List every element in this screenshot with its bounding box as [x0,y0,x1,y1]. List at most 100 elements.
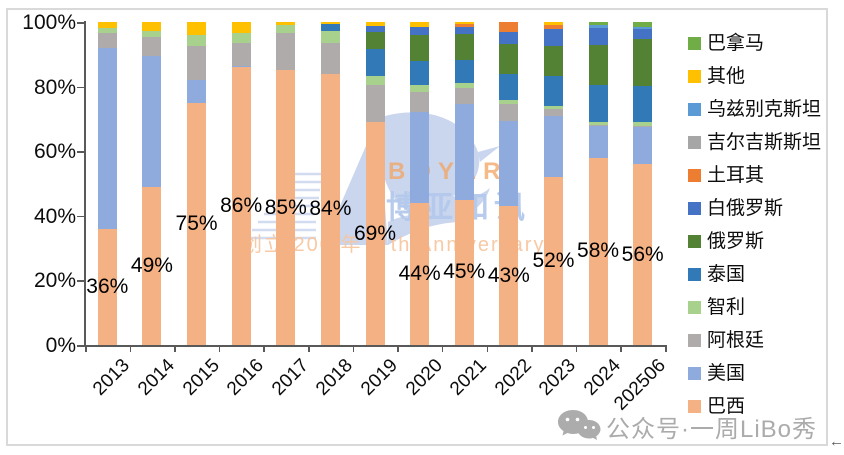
legend-label: 泰国 [707,264,746,285]
legend-swatch-icon [688,202,701,215]
bar-segment-巴西 [142,186,162,345]
bar-segment-其他 [231,22,251,33]
bar-segment-智利 [276,25,296,34]
bar-segment-美国 [97,47,117,229]
legend-item-巴拿马[interactable]: 巴拿马 [688,34,821,53]
y-axis-tick-label: 60% [33,140,76,164]
x-axis-tick [531,345,533,352]
bar-segment-巴西 [454,199,474,345]
bar-segment-泰国 [543,75,563,106]
chart-legend: 巴拿马其他乌兹别克斯坦 吉尔吉斯斯坦 土耳其白俄罗斯俄罗斯泰国智利阿根廷美国巴西 [688,34,821,430]
y-axis-tick-label: 40% [33,204,76,228]
bar-segment-俄罗斯 [588,44,608,86]
bar-segment-智利 [410,84,430,93]
legend-swatch-icon [688,235,701,248]
bar-segment-其他 [454,22,474,24]
legend-swatch-icon [688,169,701,182]
bar-segment-其他 [543,22,563,26]
bar-data-label: 36% [86,274,129,298]
x-axis-tick [352,345,355,352]
y-axis-tick-label: 0% [45,334,76,357]
bar-data-label: 58% [577,239,620,263]
bar-segment-阿根廷 [320,42,340,74]
wechat-watermark: 公众号·一周LiBo秀 [556,406,817,446]
bar-segment-其他 [142,22,162,31]
bar-segment-土耳其 [543,25,563,30]
bar-segment-泰国 [365,49,385,77]
bar-segment-阿根廷 [499,104,519,121]
bar-segment-土耳其 [454,23,474,27]
bar-segment-美国 [231,65,251,68]
bar-segment-巴西 [365,122,385,345]
wechat-watermark-text: 公众号·一周LiBo秀 [606,415,818,443]
bar-segment-阿根廷 [454,87,474,105]
bar-segment-美国 [187,80,207,103]
x-axis-tick [85,345,87,352]
legend-swatch-icon [688,70,701,83]
y-axis-tick [77,280,85,282]
legend-item-阿根廷[interactable]: 阿根廷 [688,331,821,350]
bar-data-label: 44% [398,261,441,285]
bar-segment-智利 [320,30,340,43]
bar-segment-其他 [97,22,117,29]
bar-segment-泰国 [588,85,608,123]
bar-segment-乌兹别克斯坦 [633,26,653,30]
legend-swatch-icon [688,103,701,116]
legend-item-土耳其[interactable]: 土耳其 [688,166,821,185]
y-axis-tick-label: 80% [33,75,76,99]
bar-segment-泰国 [410,61,430,85]
bar-segment-智利 [231,32,251,43]
legend-swatch-icon [688,334,701,347]
x-axis-tick [174,345,176,352]
bar-segment-白俄罗斯 [588,27,608,45]
bar-segment-巴西 [633,164,653,345]
bar-segment-泰国 [454,60,474,84]
legend-label: 白俄罗斯 [707,198,784,219]
y-axis-line [84,21,86,347]
legend-item-巴西[interactable]: 巴西 [688,397,821,416]
scroll-left-arrow[interactable]: ← [829,433,844,450]
bar-segment-智利 [142,30,162,37]
bar-segment-巴西 [543,177,563,345]
legend-item-白俄罗斯[interactable]: 白俄罗斯 [688,199,821,218]
bar-segment-泰国 [633,85,653,123]
x-axis-tick [308,345,310,352]
legend-item-其他[interactable]: 其他 [688,67,821,86]
bar-segment-巴拿马 [588,22,608,25]
legend-item-美国[interactable]: 美国 [688,364,821,383]
legend-label: 其他 [707,66,746,87]
bar-segment-白俄罗斯 [499,31,519,44]
bar-segment-泰国 [320,24,340,31]
legend-item-俄罗斯[interactable]: 俄罗斯 [688,232,821,251]
bar-data-label: 86% [220,194,263,218]
y-axis-tick [77,86,85,89]
legend-swatch-icon [688,37,701,50]
x-axis-tick [665,345,667,352]
bar-segment-白俄罗斯 [365,25,385,32]
legend-item-乌兹别克斯坦[interactable]: 乌兹别克斯坦 [688,100,821,119]
y-axis-tick [77,215,85,218]
legend-item-吉尔吉斯斯坦[interactable]: 吉尔吉斯斯坦 [688,133,821,152]
legend-swatch-icon [688,268,701,281]
bar-segment-阿根廷 [365,85,385,123]
x-axis-tick [575,345,578,352]
bar-segment-智利 [588,122,608,125]
bar-segment-乌兹别克斯坦 [588,24,608,28]
bar-segment-巴西 [320,73,340,345]
legend-item-智利[interactable]: 智利 [688,298,821,317]
bar-segment-阿根廷 [231,42,251,66]
bar-segment-阿根廷 [633,125,653,128]
legend-swatch-icon [688,400,701,413]
bar-segment-其他 [187,22,207,35]
bar-segment-白俄罗斯 [543,29,563,47]
legend-item-泰国[interactable]: 泰国 [688,265,821,284]
bar-segment-土耳其 [499,22,519,32]
bar-segment-俄罗斯 [365,31,385,50]
bar-data-label: 49% [130,253,173,277]
bar-data-label: 69% [353,221,397,245]
bar-segment-智利 [633,122,653,126]
bar-segment-阿根廷 [543,108,563,116]
legend-label: 美国 [707,363,746,384]
bar-segment-智利 [543,105,563,109]
bar-segment-阿根廷 [410,92,430,113]
